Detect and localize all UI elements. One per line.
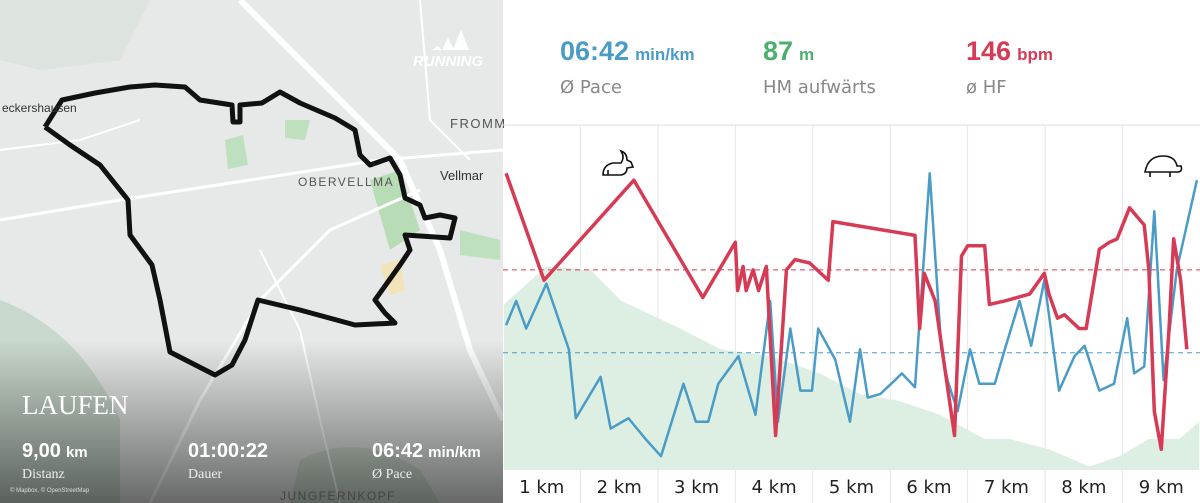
stat-number: 06:42	[372, 440, 423, 462]
elevation-area	[503, 266, 1200, 470]
summary-unit: min/km	[635, 45, 695, 64]
stat-value: 06:42 min/km	[372, 440, 481, 462]
stat-unit: min/km	[428, 444, 481, 461]
summary-label: Ø Pace	[560, 77, 622, 98]
stat-number: 01:00:22	[188, 440, 268, 462]
stat-label: Dauer	[188, 467, 223, 482]
place-label: Vellmar	[440, 168, 484, 183]
x-tick-label: 2 km	[597, 477, 642, 498]
stat-value: 01:00:22	[188, 440, 268, 462]
stat-number: 9,00	[22, 440, 61, 462]
summary: 06:42 min/km Ø Pace 87 m HM aufwärts 146 bpm ø H…	[560, 36, 1053, 98]
x-tick-label: 4 km	[751, 477, 796, 498]
summary-number: 146	[966, 36, 1011, 66]
brand: RUNNING	[413, 53, 483, 70]
x-tick-label: 6 km	[906, 477, 951, 498]
place-label: eckershausen	[2, 101, 77, 115]
summary-label: HM aufwärts	[763, 77, 876, 98]
data-line	[504, 172, 1189, 452]
summary-value: 146 bpm	[966, 36, 1053, 66]
summary-value: 87 m	[763, 36, 814, 66]
map	[0, 0, 506, 503]
stat-label: Distanz	[22, 467, 65, 482]
x-tick-label: 7 km	[984, 477, 1029, 498]
summary-unit: bpm	[1017, 45, 1053, 64]
place-label: OBERVELLMA	[298, 175, 394, 189]
summary-number: 06:42	[560, 36, 629, 66]
x-tick-label: 3 km	[674, 477, 719, 498]
stat-value: 9,00 km	[22, 440, 88, 462]
brand-logo	[432, 30, 469, 50]
data-line	[504, 172, 1199, 458]
summary-unit: m	[799, 45, 814, 64]
x-tick-label: 8 km	[1061, 477, 1106, 498]
place-label: FROMM	[450, 116, 507, 131]
fast-icon	[602, 149, 635, 176]
x-tick-label: 9 km	[1139, 477, 1184, 498]
slow-icon	[1144, 155, 1183, 177]
summary-number: 87	[763, 36, 793, 66]
chart: 1 km 2 km 3 km 4 km 5 km 6 km 7 km 8 km 9 km	[503, 125, 1200, 503]
x-tick-label: 1 km	[519, 477, 564, 498]
summary-label: ø HF	[966, 77, 1007, 98]
attribution: © Mapbox, © OpenStreetMap	[10, 487, 90, 494]
place-label: JUNGFERNKOPF	[280, 489, 396, 503]
summary-value: 06:42 min/km	[560, 36, 695, 66]
activity: LAUFEN	[22, 390, 129, 420]
stat-unit: km	[66, 444, 88, 461]
stat-label: Ø Pace	[372, 467, 412, 482]
x-tick-label: 5 km	[829, 477, 874, 498]
